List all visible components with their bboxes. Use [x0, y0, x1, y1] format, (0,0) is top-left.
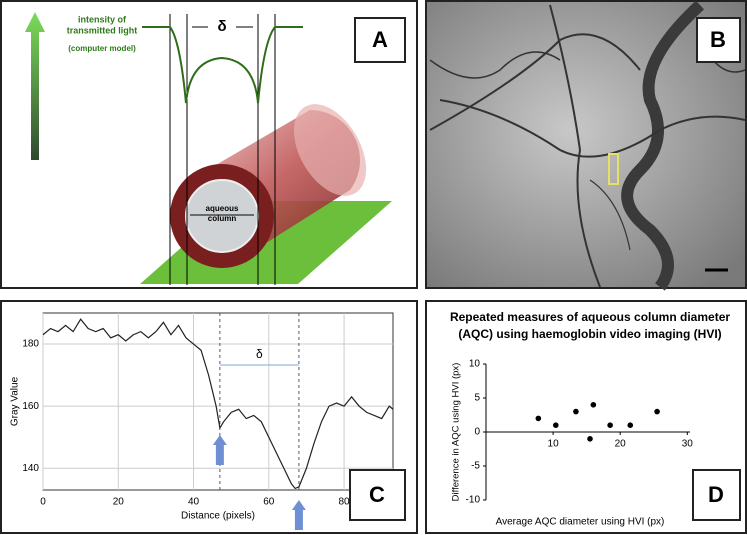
panel-c: 140 160 180 0 20 40 60 80 Gray Value Distance (pi… [0, 300, 418, 534]
point [654, 408, 660, 415]
x-tick-label: 0 [40, 497, 46, 508]
light-arrow [25, 12, 45, 160]
label-box [349, 469, 406, 521]
x-tick-label: 30 [682, 439, 694, 450]
point [573, 408, 579, 415]
panel-label: D [708, 482, 724, 507]
vessels [429, 0, 746, 291]
y-tick-label: 0 [474, 427, 480, 438]
lumen-label: aqueous [206, 204, 239, 213]
y-tick-label: 180 [22, 339, 39, 350]
delta-label: δ [217, 18, 226, 35]
panel-a: intensity of transmitted light (computer… [0, 0, 418, 289]
y-tick-label: -5 [471, 461, 480, 472]
vessel-end [293, 104, 367, 196]
x-axis-label: Distance (pixels) [181, 511, 255, 522]
y-axis-label: Difference in AQC using HVI (px) [451, 363, 462, 502]
panel-label: A [372, 27, 388, 52]
panel-b: B [425, 0, 747, 291]
light-label: transmitted light [67, 25, 138, 35]
x-tick-label: 10 [548, 439, 560, 450]
roi [608, 153, 619, 185]
x-tick-label: 20 [113, 497, 125, 508]
y-axis-label: Gray Value [10, 376, 21, 426]
label-box [354, 17, 406, 63]
label-box [692, 469, 741, 521]
x-tick-label: 60 [263, 497, 275, 508]
x-tick-label: 40 [188, 497, 200, 508]
point [535, 415, 542, 422]
chart-title: (AQC) using haemoglobin video imaging (H… [458, 327, 721, 341]
point [552, 422, 559, 429]
y-tick-label: 140 [22, 463, 39, 474]
point [627, 422, 634, 429]
point [587, 436, 593, 442]
light-label: intensity of [78, 14, 127, 24]
y-tick-label: 5 [474, 393, 480, 404]
panel-labels: C D [349, 469, 741, 521]
panel-label: C [369, 482, 385, 507]
pointer-arrow [291, 500, 306, 530]
y-tick-label: -10 [466, 495, 481, 506]
lumen-label: column [208, 214, 237, 223]
pointer-arrow [212, 435, 227, 465]
x-axis-label: Average AQC diameter using HVI (px) [496, 517, 665, 528]
y-tick-label: 10 [469, 359, 481, 370]
y-tick-label: 160 [22, 401, 39, 412]
intensity-curve [142, 26, 303, 104]
x-tick-label: 80 [339, 497, 351, 508]
panel-label: B [710, 27, 726, 52]
model-note: (computer model) [68, 44, 136, 53]
annotation: δ [256, 347, 263, 361]
label-box [696, 17, 741, 63]
x-tick-label: 20 [615, 439, 627, 450]
point [590, 402, 597, 408]
point [607, 422, 613, 429]
chart-title: Repeated measures of aqueous column diam… [450, 310, 730, 324]
guides [169, 14, 276, 285]
data-line [42, 318, 394, 490]
